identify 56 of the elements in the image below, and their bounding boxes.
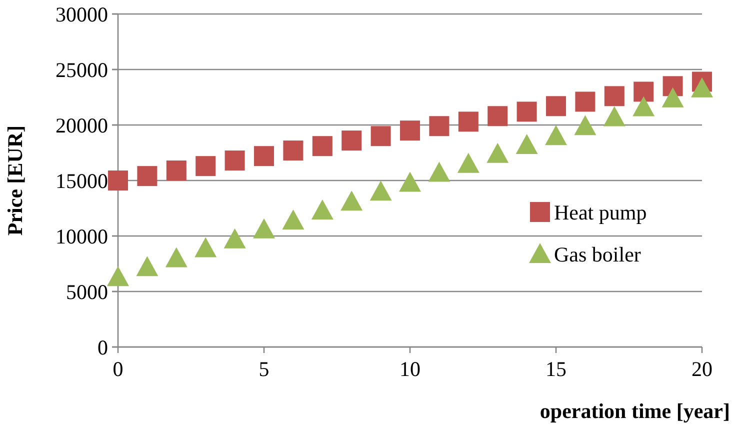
point — [107, 266, 129, 286]
point — [194, 237, 217, 258]
point — [166, 160, 186, 181]
point — [486, 142, 509, 163]
point — [165, 247, 188, 268]
point — [253, 218, 275, 238]
point — [458, 112, 478, 132]
point — [342, 130, 362, 151]
point — [429, 116, 450, 136]
point — [137, 166, 158, 186]
point — [604, 86, 624, 106]
x-tick-label: 0 — [112, 357, 124, 381]
point — [488, 106, 508, 126]
y-tick-label: 25000 — [56, 58, 108, 82]
point — [574, 115, 596, 136]
x-axis-title: operation time [year] — [540, 399, 730, 423]
point — [399, 172, 421, 192]
point — [546, 96, 566, 116]
point — [632, 96, 655, 116]
point — [603, 106, 626, 126]
x-tick-label: 5 — [258, 357, 270, 381]
point — [108, 170, 128, 190]
y-tick-label: 0 — [98, 335, 108, 360]
point — [282, 209, 304, 230]
point — [283, 140, 304, 161]
y-tick-label: 10000 — [56, 224, 108, 248]
y-tick-label: 5000 — [66, 280, 108, 304]
point — [691, 77, 713, 98]
point — [312, 136, 332, 156]
x-tick-label: 15 — [546, 357, 566, 381]
point — [196, 156, 216, 176]
y-axis-title: Price [EUR] — [3, 125, 27, 236]
point — [136, 256, 158, 276]
point — [634, 82, 654, 102]
point — [224, 228, 246, 248]
point — [370, 126, 391, 146]
point — [224, 150, 245, 171]
point — [254, 146, 274, 166]
y-tick-label: 15000 — [56, 168, 108, 193]
x-tick-label: 20 — [692, 357, 712, 381]
point — [662, 87, 684, 108]
y-tick-label: 20000 — [56, 113, 108, 138]
point — [370, 180, 392, 201]
point — [311, 199, 334, 220]
point — [457, 152, 480, 173]
point — [400, 120, 420, 141]
legend-label: Heat pump — [554, 200, 647, 224]
point — [516, 102, 537, 122]
point — [545, 125, 567, 146]
legend-label: Gas boiler — [554, 242, 641, 266]
point — [340, 190, 363, 211]
x-tick-label: 10 — [400, 357, 420, 381]
point — [516, 134, 538, 154]
y-tick-label: 30000 — [56, 2, 108, 26]
point — [575, 92, 596, 112]
point — [428, 162, 450, 182]
